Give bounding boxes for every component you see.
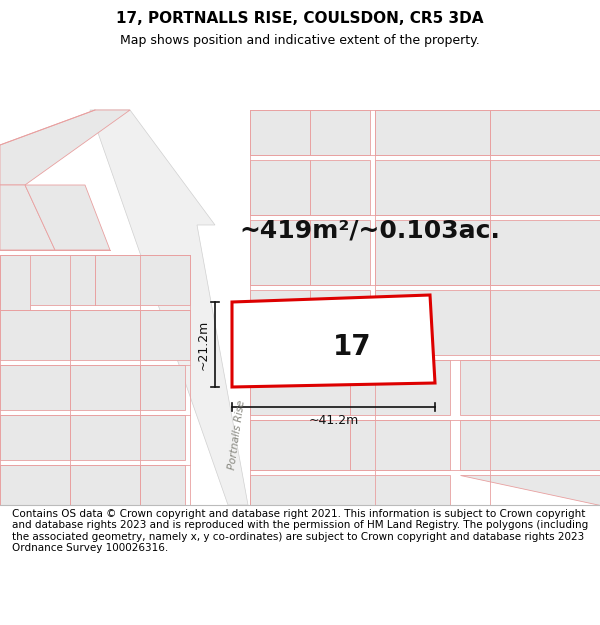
Text: Contains OS data © Crown copyright and database right 2021. This information is : Contains OS data © Crown copyright and d… (12, 509, 588, 553)
Polygon shape (0, 310, 190, 360)
Text: 17, PORTNALLS RISE, COULSDON, CR5 3DA: 17, PORTNALLS RISE, COULSDON, CR5 3DA (116, 11, 484, 26)
Polygon shape (375, 290, 600, 355)
Text: ~419m²/~0.103ac.: ~419m²/~0.103ac. (239, 218, 500, 242)
Polygon shape (250, 220, 370, 285)
Polygon shape (0, 365, 185, 410)
Polygon shape (0, 110, 130, 185)
Polygon shape (232, 295, 435, 387)
Polygon shape (90, 110, 248, 505)
Polygon shape (250, 475, 450, 505)
Polygon shape (375, 110, 600, 155)
Polygon shape (375, 160, 600, 215)
Polygon shape (250, 420, 450, 470)
Polygon shape (250, 160, 370, 215)
Polygon shape (375, 220, 600, 285)
Polygon shape (250, 110, 370, 155)
Polygon shape (250, 360, 450, 415)
Text: Portnalls Rise: Portnalls Rise (227, 399, 247, 471)
Polygon shape (0, 465, 185, 505)
Text: ~21.2m: ~21.2m (197, 319, 209, 369)
Polygon shape (250, 290, 370, 355)
Text: Map shows position and indicative extent of the property.: Map shows position and indicative extent… (120, 34, 480, 47)
Polygon shape (460, 420, 600, 470)
Polygon shape (0, 415, 185, 460)
Polygon shape (0, 185, 55, 250)
Polygon shape (0, 255, 190, 305)
Polygon shape (0, 255, 30, 310)
Polygon shape (460, 475, 600, 505)
Text: 17: 17 (333, 332, 371, 361)
Polygon shape (25, 185, 110, 250)
Text: ~41.2m: ~41.2m (308, 414, 359, 428)
Polygon shape (460, 360, 600, 415)
